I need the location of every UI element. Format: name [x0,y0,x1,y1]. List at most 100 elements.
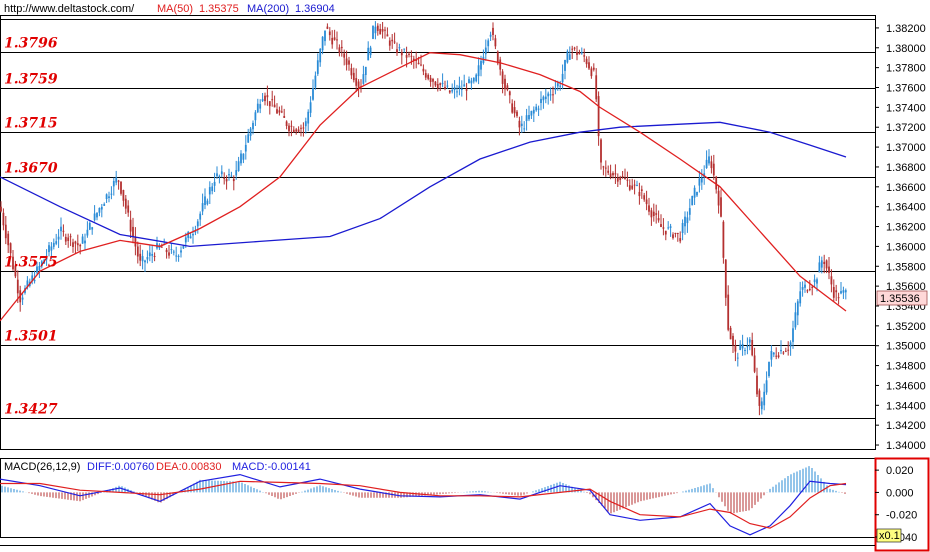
candle-body [446,85,449,87]
macd-legend-macd: MACD:-0.00141 [232,461,311,473]
candle-body [484,47,487,55]
candle-body [748,339,751,343]
candle-body [842,290,845,293]
candle-body [396,49,398,53]
candle-body [664,230,667,235]
candle-body [650,210,653,218]
candle-body [218,175,221,177]
candle-body [477,65,480,77]
candle-body [844,290,847,293]
candle-body [825,260,828,269]
candle-body [256,103,259,113]
candle-body [787,349,790,351]
candle-body [720,197,722,217]
candle-body [439,83,442,85]
candle-body [122,190,125,201]
candle-body [648,205,650,212]
candle-body [465,89,468,91]
macd-tick-label: 0.020 [886,465,914,477]
candle-body [573,47,576,49]
candle-body [408,53,410,55]
candle-body [729,327,732,340]
candle-body [789,342,792,347]
candle-body [523,128,526,130]
candle-body [180,250,182,253]
candle-body [696,191,698,196]
candle-body [585,58,588,65]
candle-body [247,134,250,143]
candle-body [444,87,446,89]
candle-body [74,241,77,244]
candle-body [206,200,209,205]
candle-body [57,236,60,240]
candle-body [268,101,271,107]
macd-legend-dea: DEA:0.00830 [156,461,221,473]
candle-body [151,254,154,256]
candle-body [590,68,593,77]
candle-body [276,109,278,114]
candle-body [739,344,742,350]
candle-body [636,185,638,186]
candle-body [434,81,437,86]
candle-body [662,227,665,229]
candle-body [657,218,660,221]
candle-body [580,52,583,54]
candle-body [487,40,490,47]
candle-body [652,211,655,216]
candle-body [199,213,202,220]
ma200-line [0,121,847,248]
price-axis: 1.38200 1.38000 1.37800 1.37600 1.37400 1.372… [875,23,926,452]
macd-scale-label: x0.1 [879,530,900,542]
candle-body [134,236,137,247]
candle-body [710,161,713,169]
candle-body [307,111,310,124]
candle-body [67,237,70,241]
candle-body [796,301,799,316]
candle-body [607,170,610,173]
macd-scale-badge [876,528,902,543]
price-tick-label: 1.34600 [886,380,926,392]
candle-body [460,89,463,90]
candle-body [153,256,156,257]
candle-body [777,355,780,358]
candle-body [271,99,274,101]
candle-body [96,212,98,218]
candle-body [309,102,312,113]
candle-body [614,173,617,175]
candle-body [110,193,113,195]
candle-body [552,94,554,96]
candle-body [189,236,192,239]
candle-body [148,252,151,257]
candle-body [12,256,14,270]
ma200-legend-value: 1.36904 [295,3,335,15]
candle-body [588,62,590,69]
candle-body [463,84,466,87]
candle-body [278,110,281,113]
candle-body [760,401,763,410]
candle-body [172,251,175,253]
macd-legend-label: MACD(26,12,9) [4,461,80,473]
candle-body [556,83,559,87]
candle-body [808,288,811,290]
candle-body [372,25,374,39]
macd-tick-label: 0.000 [886,487,914,499]
candle-body [801,287,804,290]
candle-body [799,291,802,304]
macd-tick-label: -0.020 [886,510,917,522]
candle-body [312,88,314,100]
candle-body [146,257,149,260]
candle-body [624,178,626,179]
candle-body [124,198,127,209]
candle-body [744,350,746,351]
price-tick-label: 1.37400 [886,102,926,114]
candle-body [280,111,283,113]
candle-body [566,51,569,63]
candle-body [722,221,725,258]
price-tick-label: 1.36400 [886,202,926,214]
candle-body [170,249,173,251]
candle-body [381,29,384,32]
candle-body [108,196,110,198]
candle-body [506,85,509,90]
candle-body [688,208,691,215]
candle-body [338,47,341,53]
